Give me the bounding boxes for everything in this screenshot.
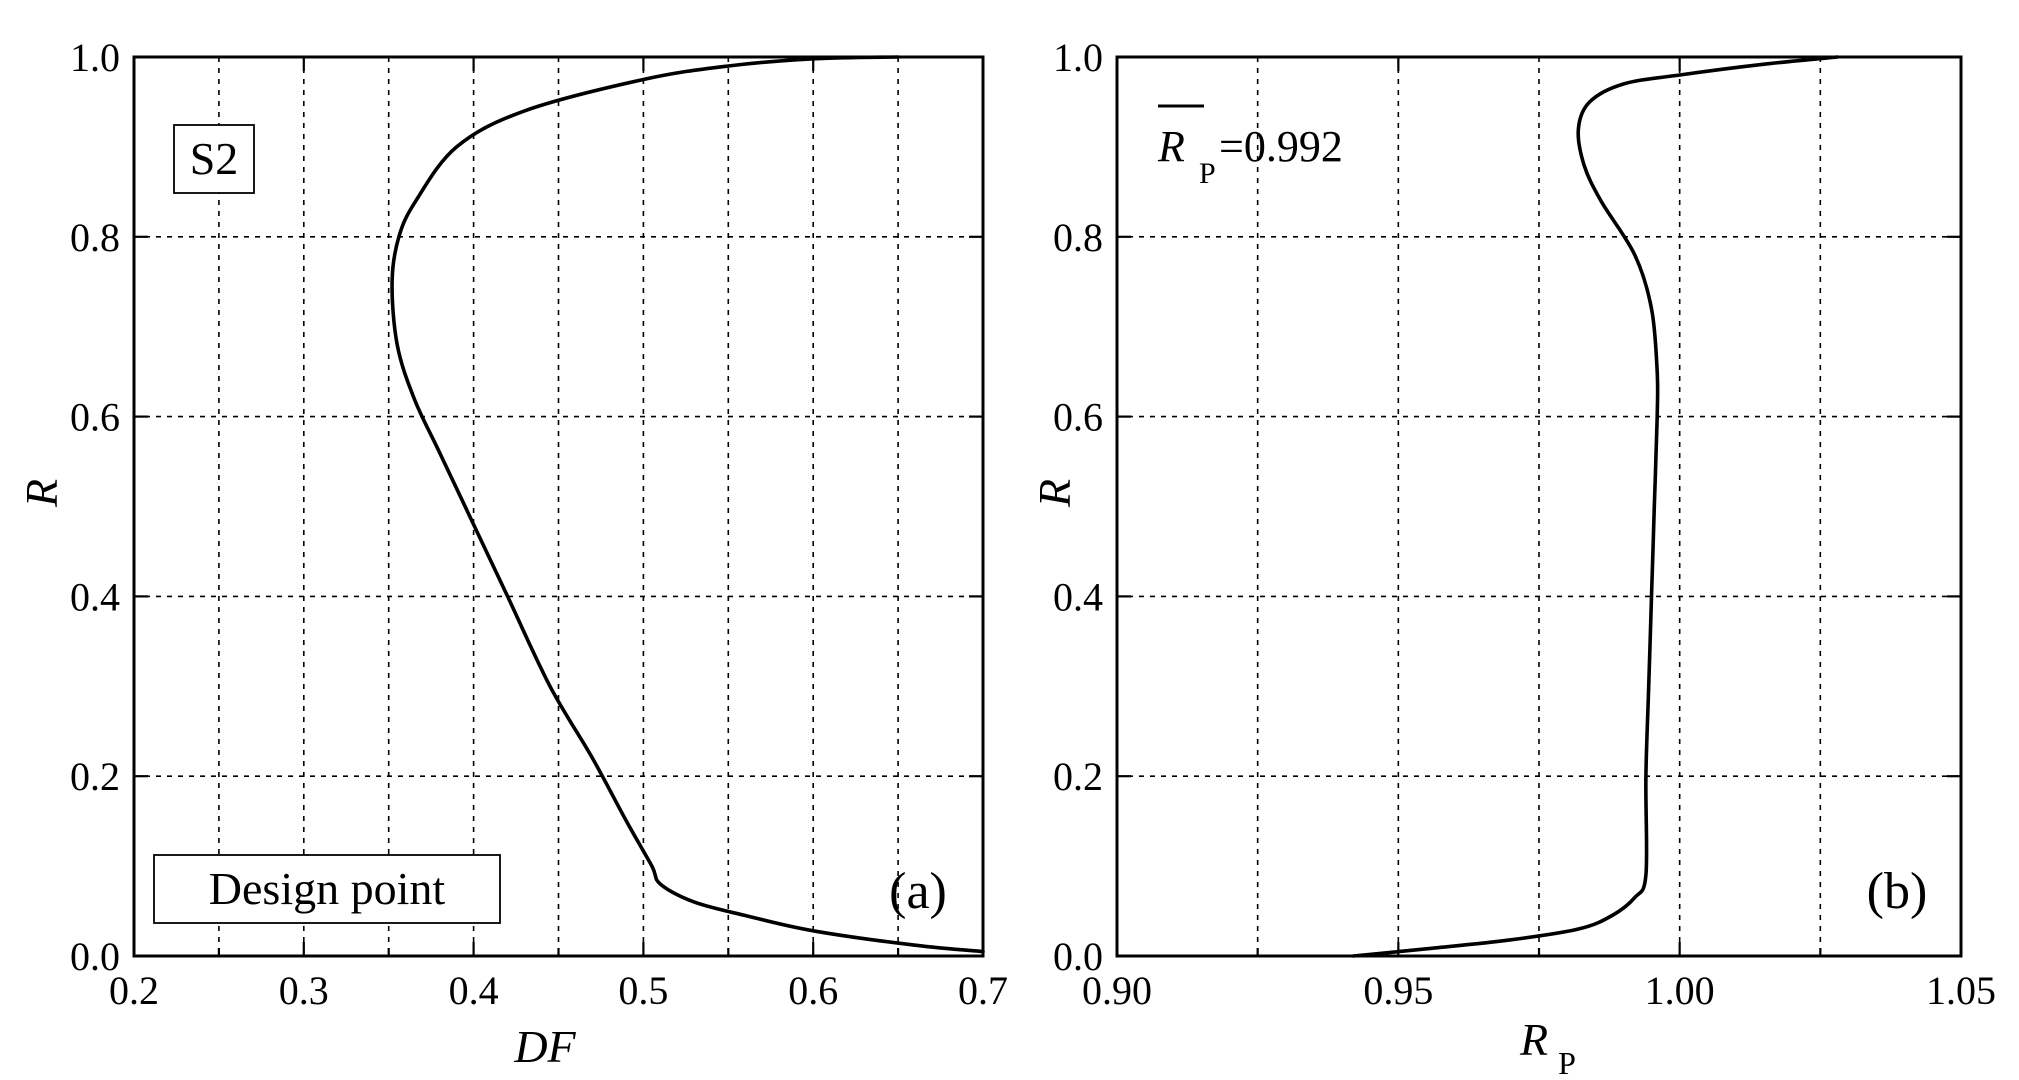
s2-label: S2 [190,133,239,184]
b-y-tick-labels: 0.0 0.2 0.4 0.6 0.8 1.0 [1053,35,1103,979]
b-x-tick-labels: 0.90 0.95 1.00 1.05 [1082,968,1996,1013]
b-panel-label: (b) [1867,863,1928,920]
a-x-axis-title: DF [513,1021,576,1072]
a-series-line [390,55,985,954]
a-grid [134,57,983,956]
y-tick-label: 0.8 [70,215,120,260]
x-tick-label: 0.95 [1363,968,1433,1013]
s2-label-box [173,124,255,194]
b-x-axis-title-subscript: P [1558,1045,1576,1080]
x-tick-label: 1.00 [1645,968,1715,1013]
y-tick-label: 0.4 [1053,574,1103,619]
a-y-axis-title: R [16,479,67,508]
y-tick-label: 0.2 [70,754,120,799]
y-tick-label: 0.6 [70,395,120,440]
b-y-axis-title: R [1029,479,1080,508]
x-tick-label: 0.90 [1082,968,1152,1013]
a-x-tick-labels: 0.2 0.3 0.4 0.5 0.6 0.7 [109,968,1008,1013]
y-tick-label: 1.0 [70,35,120,80]
x-tick-label: 0.3 [279,968,329,1013]
x-tick-label: 0.6 [788,968,838,1013]
a-ticks [132,55,985,958]
x-tick-label: 0.4 [449,968,499,1013]
b-x-axis-title-main: R [1519,1014,1548,1065]
x-tick-label: 0.7 [958,968,1008,1013]
mean-rp-annotation: R P =0.992 [1157,104,1343,190]
panel-a: 0.2 0.3 0.4 0.5 0.6 0.7 0.00.20.40.60.81.0 S2… [16,35,1008,1072]
b-x-axis-title: R P [1519,1014,1576,1080]
mean-rp-value: =0.992 [1219,122,1343,171]
b-ticks [1115,55,1963,958]
x-tick-label: 1.05 [1926,968,1996,1013]
y-tick-label: 1.0 [1053,35,1103,80]
x-tick-label: 0.2 [109,968,159,1013]
design-point-box [153,854,501,924]
b-grid [1117,57,1961,956]
b-series-line [1351,55,1839,958]
a-y-tick-labels: 0.0 0.2 0.4 0.6 0.8 1.0 [70,35,120,979]
panel-b: 0.90 0.95 1.00 1.05 0.0 0.2 0.4 0.6 0.8 1.0 R P … [1029,35,1996,1080]
design-point-label: Design point [209,863,446,914]
mean-rp-symbol: R [1157,122,1185,171]
y-tick-label: 0.8 [1053,215,1103,260]
y-tick-label: 0.2 [1053,754,1103,799]
x-tick-label: 0.5 [618,968,668,1013]
y-tick-label: 0.6 [1053,395,1103,440]
mean-rp-subscript: P [1199,157,1216,190]
y-tick-label: 0.0 [70,934,120,979]
y-tick-label: 0.4 [70,574,120,619]
a-panel-label: (a) [889,863,947,920]
y-tick-label: 0.0 [1053,934,1103,979]
